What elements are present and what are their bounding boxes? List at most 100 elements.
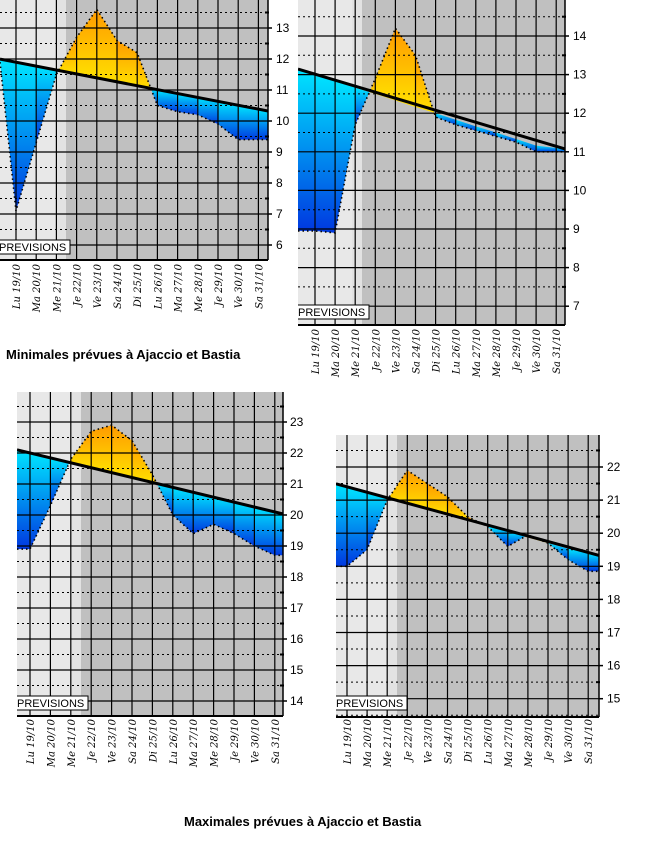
y-tick-label: 13 (276, 21, 290, 35)
y-tick-label: 10 (573, 183, 587, 197)
x-tick-label: Me 21/10 (351, 328, 362, 378)
y-tick-label: 19 (607, 559, 621, 573)
area-below-normal (347, 486, 368, 567)
forecast-line (0, 7, 268, 212)
x-tick-label: Ma 27/10 (504, 718, 515, 768)
area-above-normal (91, 425, 112, 473)
x-tick-label: Lu 26/10 (484, 718, 495, 765)
y-tick-label: 16 (607, 659, 621, 673)
x-tick-label: Lu 19/10 (311, 328, 322, 375)
area-below-normal (193, 492, 214, 534)
area-above-normal (395, 28, 416, 108)
y-tick-label: 20 (290, 508, 304, 522)
previsions-label: PREVISIONS (17, 695, 89, 711)
x-tick-label: Ma 27/10 (472, 328, 483, 378)
y-tick-label: 15 (607, 692, 621, 706)
area-below-normal (355, 87, 370, 125)
area-below-normal (234, 501, 255, 546)
x-tick-label: Sa 24/10 (113, 263, 124, 308)
area-above-normal (375, 28, 396, 101)
x-tick-label: Sa 31/10 (584, 718, 595, 763)
x-tick-label: Lu 26/10 (153, 263, 164, 310)
plot-area: PREVISIONS (0, 0, 268, 260)
x-tick-label: Ma 27/10 (174, 263, 185, 313)
area-below-normal (475, 126, 496, 137)
y-tick-label: 23 (290, 415, 304, 429)
x-tick-label: Di 25/10 (464, 718, 475, 763)
x-tick-label: Ma 20/10 (363, 718, 374, 768)
chart-min-bastia: PREVISIONS 7 8 9 10 11 12 13 14 Lu 19/10 Ma 20/10 M… (298, 0, 587, 378)
x-tick-label: Ve 30/10 (250, 718, 261, 763)
forecast-line (336, 469, 599, 573)
x-tick-label: Di 25/10 (432, 328, 443, 373)
x-tick-label: Lu 19/10 (12, 263, 23, 310)
y-tick-label: 22 (290, 446, 304, 460)
area-below-normal (177, 93, 198, 115)
previsions-box (298, 304, 370, 320)
y-tick-label: 7 (276, 207, 283, 221)
area-below-normal (367, 492, 388, 550)
y-tick-label: 20 (607, 526, 621, 540)
x-tick-label: Lu 26/10 (169, 718, 180, 765)
x-tick-label: Sa 31/10 (552, 328, 563, 373)
y-tick-label: 14 (573, 29, 587, 43)
area-below-normal (298, 69, 315, 231)
area-below-normal (36, 65, 57, 143)
x-tick-label: Me 21/10 (52, 263, 63, 313)
area-above-normal (111, 425, 132, 478)
area-above-normal (132, 440, 153, 483)
y-tick-label: 16 (290, 632, 304, 646)
y-tick-label: 14 (290, 694, 304, 708)
y-tick-label: 8 (573, 261, 580, 275)
x-tick-label: Je 29/10 (230, 718, 241, 763)
y-tick-label: 12 (573, 106, 587, 120)
x-tick-label: Sa 24/10 (412, 328, 423, 373)
area-below-normal (197, 97, 218, 125)
x-tick-label: Ve 30/10 (564, 718, 575, 763)
previsions-text: PREVISIONS (298, 307, 365, 319)
normal-trend-line (298, 67, 565, 151)
y-tick-label: 18 (607, 592, 621, 606)
x-tick-label: Je 22/10 (73, 263, 84, 308)
area-below-normal (150, 88, 158, 106)
previsions-text: PREVISIONS (0, 242, 66, 254)
plot-area: PREVISIONS (17, 392, 283, 716)
x-tick-label: Ve 23/10 (423, 718, 434, 763)
previsions-text: PREVISIONS (336, 698, 403, 710)
y-tick-label: 17 (290, 601, 304, 615)
y-tick-label: 17 (607, 626, 621, 640)
x-tick-label: Je 22/10 (87, 718, 98, 763)
x-tick-label: Sa 24/10 (128, 718, 139, 763)
area-below-normal (156, 483, 173, 515)
area-below-normal (435, 113, 456, 125)
area-below-normal (455, 119, 476, 131)
x-tick-label: Sa 24/10 (444, 718, 455, 763)
x-tick-label: Me 21/10 (383, 718, 394, 768)
previsions-text: PREVISIONS (17, 698, 84, 710)
y-tick-label: 19 (290, 539, 304, 553)
y-tick-label: 12 (276, 52, 290, 66)
x-tick-label: Lu 19/10 (343, 718, 354, 765)
normal-trend-line (17, 448, 283, 516)
normal-trend-line (336, 482, 599, 557)
y-tick-label: 10 (276, 114, 290, 128)
area-below-normal (495, 132, 516, 143)
x-tick-label: Ve 23/10 (93, 263, 104, 308)
x-tick-label: Di 25/10 (148, 718, 159, 763)
previsions-label: PREVISIONS (298, 304, 370, 320)
x-tick-label: Di 25/10 (133, 263, 144, 308)
min-title: Minimales prévues à Ajaccio et Bastia (6, 347, 241, 362)
x-tick-label: Lu 19/10 (26, 718, 37, 765)
x-tick-label: Je 22/10 (371, 328, 382, 373)
x-tick-label: Me 28/10 (492, 328, 503, 378)
y-tick-label: 21 (290, 477, 304, 491)
y-tick-label: 8 (276, 176, 283, 190)
x-tick-label: Ve 23/10 (391, 328, 402, 373)
y-tick-label: 13 (573, 68, 587, 82)
max-title: Maximales prévues à Ajaccio et Bastia (184, 814, 422, 829)
area-above-normal (427, 483, 448, 515)
previsions-box (336, 695, 408, 711)
area-below-normal (335, 81, 356, 233)
y-tick-label: 18 (290, 570, 304, 584)
previsions-label: PREVISIONS (336, 695, 408, 711)
